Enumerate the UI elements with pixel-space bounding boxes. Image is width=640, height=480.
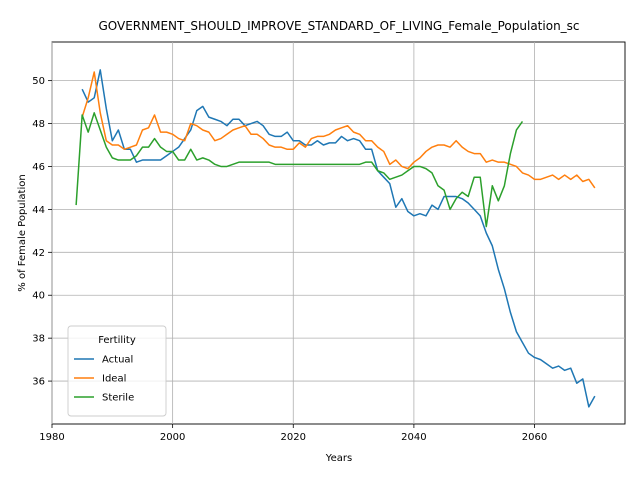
x-tick-label: 2020 bbox=[281, 432, 306, 443]
series-line-actual bbox=[81, 69, 596, 408]
legend-label-sterile: Sterile bbox=[102, 393, 134, 404]
y-axis: 36 38 40 42 44 46 48 50 bbox=[32, 76, 52, 388]
y-tick-label: 38 bbox=[32, 334, 45, 345]
y-tick-label: 36 bbox=[32, 377, 45, 388]
series-line-ideal bbox=[81, 71, 596, 189]
legend-title: Fertility bbox=[98, 335, 136, 346]
x-axis: 1980 2000 2020 2040 2060 bbox=[39, 424, 547, 443]
y-tick-label: 42 bbox=[32, 248, 45, 259]
grid-lines bbox=[51, 42, 625, 424]
y-tick-label: 40 bbox=[32, 291, 45, 302]
legend-label-actual: Actual bbox=[102, 355, 133, 366]
x-tick-label: 1980 bbox=[39, 432, 64, 443]
legend-label-ideal: Ideal bbox=[102, 374, 126, 385]
y-axis-label: % of Female Population bbox=[17, 174, 28, 291]
x-tick-label: 2060 bbox=[522, 432, 547, 443]
chart-title: GOVERNMENT_SHOULD_IMPROVE_STANDARD_OF_LI… bbox=[98, 19, 579, 33]
series-group bbox=[75, 69, 596, 408]
x-axis-label: Years bbox=[325, 453, 352, 464]
y-tick-label: 48 bbox=[32, 119, 45, 130]
legend: Fertility Actual Ideal Sterile bbox=[67, 325, 167, 417]
x-tick-label: 2040 bbox=[401, 432, 426, 443]
y-tick-label: 50 bbox=[32, 76, 45, 87]
y-tick-label: 46 bbox=[32, 162, 45, 173]
y-tick-label: 44 bbox=[32, 205, 45, 216]
series-line-sterile bbox=[75, 112, 524, 228]
x-tick-label: 2000 bbox=[160, 432, 185, 443]
legend-box bbox=[67, 325, 167, 417]
